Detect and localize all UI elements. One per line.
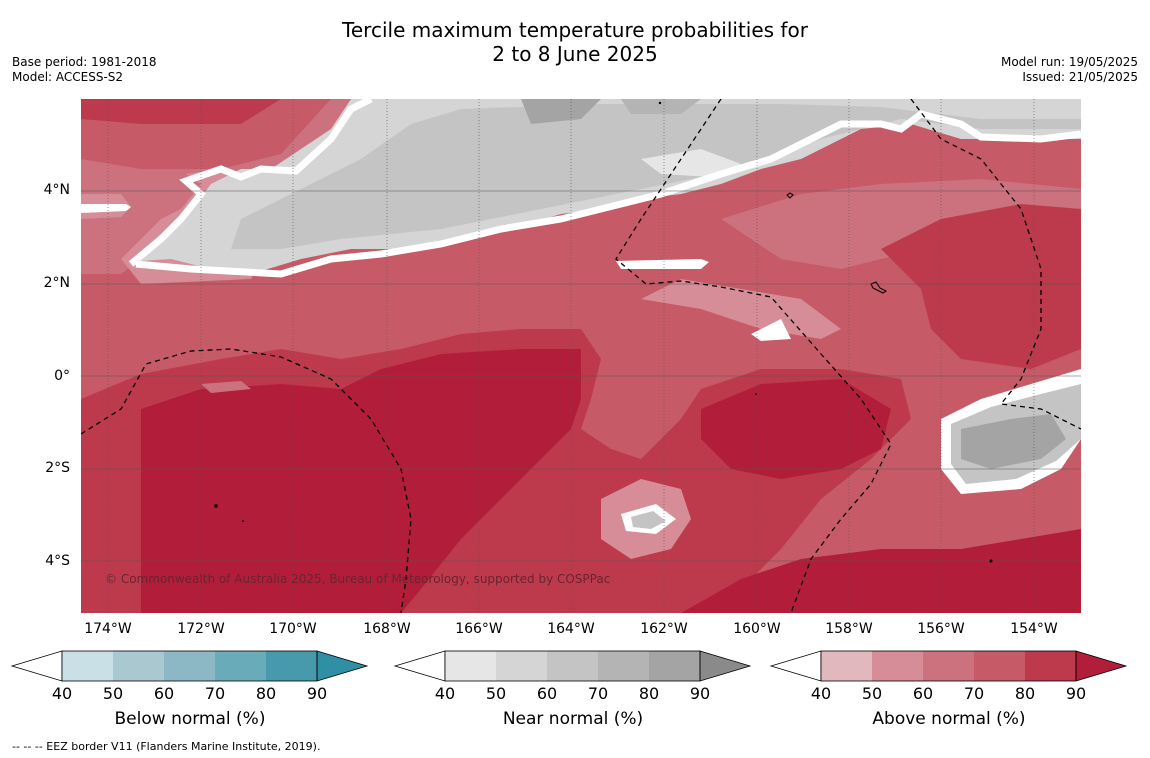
region-near-80-e [961,414,1066,469]
lat-label-4n: 4°N [43,182,70,198]
above-tick-50: 50 [861,684,883,703]
lat-label-2n: 2°N [43,275,70,291]
eez-border-note: -- -- -- EEZ border V11 (Flanders Marine… [12,740,321,753]
below-tick-80: 80 [255,684,277,703]
near-swatch-2 [547,651,598,681]
near-swatch-5 [699,650,752,682]
region-above-90-sw [141,349,581,613]
below-swatch-3 [215,651,266,681]
map-canvas: © Commonwealth of Australia 2025, Bureau… [81,99,1081,613]
near-swatch-0 [445,651,496,681]
near-tick-80: 80 [638,684,660,703]
region-above-60-ne [721,179,1081,269]
near-tick-70: 70 [587,684,609,703]
below-tick-40: 40 [51,684,73,703]
above-swatch-4 [1025,651,1076,681]
colorbar-above-normal [769,650,1128,682]
white-patch-east [751,319,791,341]
map-title: Tercile maximum temperature probabilitie… [0,18,1150,66]
near-tick-90: 90 [689,684,711,703]
below-swatch-0 [62,651,113,681]
model-text: Model: ACCESS-S2 [12,70,124,84]
lon-label-164w: 164°W [547,621,595,637]
lat-label-4s: 4°S [45,553,70,569]
boundary-contour-nw [128,99,373,267]
near-tick-60: 60 [536,684,558,703]
above-swatch-3 [974,651,1025,681]
islands [214,101,993,563]
below-tick-70: 70 [204,684,226,703]
lon-label-156w: 156°W [917,621,965,637]
lat-label-0: 0° [54,368,70,384]
lat-label-2s: 2°S [45,460,70,476]
near-swatch-4 [649,651,700,681]
region-above-50-center [641,279,841,339]
above-tick-90: 90 [1065,684,1087,703]
near-tick-50: 50 [485,684,507,703]
island-outline-e [870,281,887,294]
colorbar-near-normal [393,650,752,682]
below-swatch-4 [266,651,317,681]
above-tick-70: 70 [963,684,985,703]
lon-label-162w: 162°W [640,621,688,637]
white-contour-w [81,204,131,213]
island-outline-n [786,192,794,199]
base-period-text: Base period: 1981-2018 [12,55,157,69]
below-swatch-2 [164,651,215,681]
title-line-2: 2 to 8 June 2025 [492,42,658,66]
model-run-text: Model run: 19/05/2025 [1000,55,1138,69]
above-swatch-1 [872,651,923,681]
lon-label-174w: 174°W [84,621,132,637]
white-patch-center [616,259,709,269]
map-copyright: © Commonwealth of Australia 2025, Bureau… [105,572,610,586]
above-tick-40: 40 [810,684,832,703]
colorbar-below-normal [10,650,369,682]
lon-label-170w: 170°W [269,621,317,637]
lon-label-154w: 154°W [1010,621,1058,637]
below-swatch-1 [113,651,164,681]
lon-label-158w: 158°W [825,621,873,637]
region-near-40 [641,149,741,177]
region-above-60-w [201,381,251,393]
above-swatch-2 [923,651,974,681]
region-above-90-center [701,379,891,479]
meta-right: Model run: 19/05/2025 Issued: 21/05/2025 [1001,55,1138,85]
above-tick-80: 80 [1014,684,1036,703]
region-near-80 [521,99,601,124]
lon-label-166w: 166°W [455,621,503,637]
graticule-lat [81,190,1081,562]
below-tick-50: 50 [102,684,124,703]
above-swatch-0 [821,651,872,681]
above-normal-title: Above normal (%) [872,709,1026,729]
probability-map: © Commonwealth of Australia 2025, Bureau… [81,99,1081,613]
below-swatch-5 [316,650,369,682]
near-normal-title: Near normal (%) [502,709,644,729]
near-swatch-3 [598,651,649,681]
below-tick-60: 60 [153,684,175,703]
region-near-70 [621,99,701,114]
region-above-80-nw [81,99,281,124]
region-near-south [631,511,666,529]
above-swatch-5 [1075,650,1128,682]
lon-label-172w: 172°W [177,621,225,637]
boundary-contour-n [135,110,1081,278]
below-normal-title: Below normal (%) [114,709,266,729]
region-near-60 [231,104,1081,249]
title-line-1: Tercile maximum temperature probabilitie… [342,18,808,42]
region-above-90-se [681,529,1081,613]
lon-label-168w: 168°W [363,621,411,637]
near-swatch-1 [496,651,547,681]
lon-label-160w: 160°W [733,621,781,637]
issued-text: Issued: 21/05/2025 [1022,70,1138,84]
meta-left: Base period: 1981-2018 Model: ACCESS-S2 [12,55,157,85]
eez-borders [81,99,1081,613]
near-tick-40: 40 [434,684,456,703]
below-tick-90: 90 [306,684,328,703]
region-above-80-e [881,204,1081,369]
above-tick-60: 60 [912,684,934,703]
